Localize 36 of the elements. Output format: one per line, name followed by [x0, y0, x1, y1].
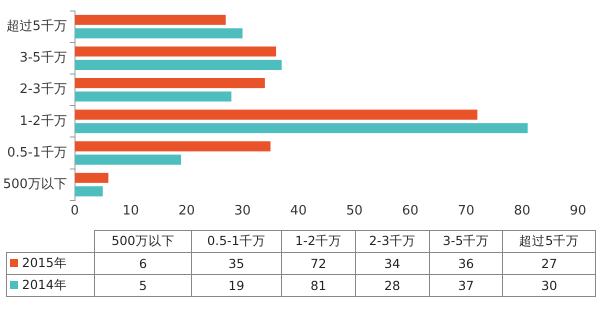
data-label: 35 [191, 252, 282, 274]
x-tick-label: 20 [178, 204, 195, 219]
data-label: 37 [429, 274, 503, 296]
data-label: 30 [502, 274, 596, 296]
x-tick-label: 30 [234, 204, 251, 219]
data-label: 5 [94, 274, 192, 296]
data-label: 36 [429, 252, 503, 274]
y-tick-label: 3-5千万 [20, 50, 67, 66]
data-label: 6 [94, 252, 192, 274]
x-tick-label: 90 [570, 204, 586, 219]
x-tick-label: 60 [402, 204, 419, 219]
category-label: 0.5-1千万 [191, 230, 282, 252]
y-tick-label: 0.5-1千万 [7, 145, 67, 160]
category-label: 3-5千万 [429, 230, 503, 252]
data-label: 72 [281, 252, 356, 274]
data-label: 19 [191, 274, 282, 296]
y-tick-label: 500万以下 [2, 176, 67, 192]
category-label: 500万以下 [94, 230, 192, 252]
data-label: 28 [355, 274, 430, 296]
x-tick-label: 40 [290, 204, 307, 219]
category-label: 2-3千万 [355, 230, 430, 252]
x-tick-label: 70 [458, 204, 474, 219]
legend-label: 2015年 [22, 255, 67, 270]
data-label: 27 [502, 252, 596, 274]
data-label: 34 [355, 252, 430, 274]
y-tick-label: 2-3千万 [20, 82, 67, 98]
data-label: 81 [281, 274, 356, 296]
x-tick-label: 80 [514, 204, 530, 219]
category-label: 超过5千万 [502, 230, 596, 252]
x-tick-label: 0 [70, 204, 79, 219]
x-tick-label: 50 [346, 204, 363, 219]
x-tick-label: 10 [122, 204, 139, 219]
y-tick-label: 1-2千万 [20, 114, 67, 129]
legend-label: 2014年 [22, 277, 67, 292]
y-tick-label: 超过5千万 [6, 18, 67, 34]
category-label: 1-2千万 [281, 230, 356, 252]
